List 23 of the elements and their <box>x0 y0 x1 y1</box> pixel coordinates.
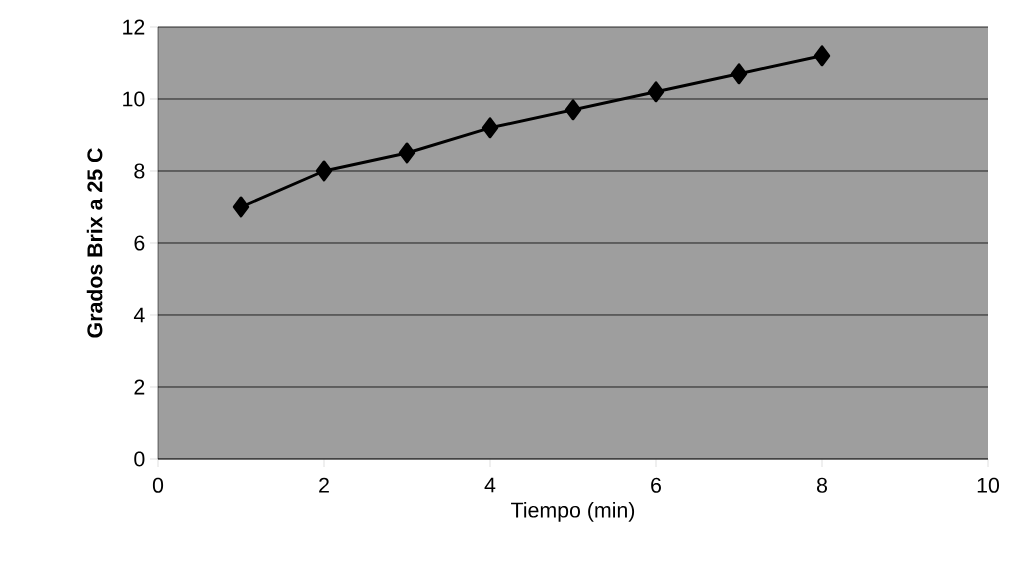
point <box>564 99 582 121</box>
y-tick-label: 8 <box>134 163 145 179</box>
x-tick-label: 10 <box>977 477 1000 493</box>
y-tick-label: 4 <box>133 307 145 323</box>
x-tick-label: 2 <box>319 477 329 493</box>
point <box>398 142 416 164</box>
point <box>813 45 831 67</box>
point <box>232 196 250 218</box>
y-tick-label: 2 <box>134 379 145 395</box>
y-tick-label: 10 <box>123 91 145 107</box>
x-tick-label: 6 <box>651 477 661 493</box>
x-tick-label: 8 <box>816 477 828 493</box>
y-tick-label: 0 <box>134 451 145 467</box>
x-tick-label: 0 <box>152 477 164 493</box>
y-axis-title: Grados Brix a 25 C <box>86 148 103 338</box>
point <box>315 160 333 182</box>
y-tick-label: 12 <box>123 19 145 35</box>
y-tick-label: 6 <box>134 235 145 251</box>
point <box>730 63 748 85</box>
x-tick-label: 4 <box>484 477 496 493</box>
point <box>481 117 499 139</box>
point <box>647 81 665 103</box>
x-axis-title: Tiempo (min) <box>511 501 635 522</box>
